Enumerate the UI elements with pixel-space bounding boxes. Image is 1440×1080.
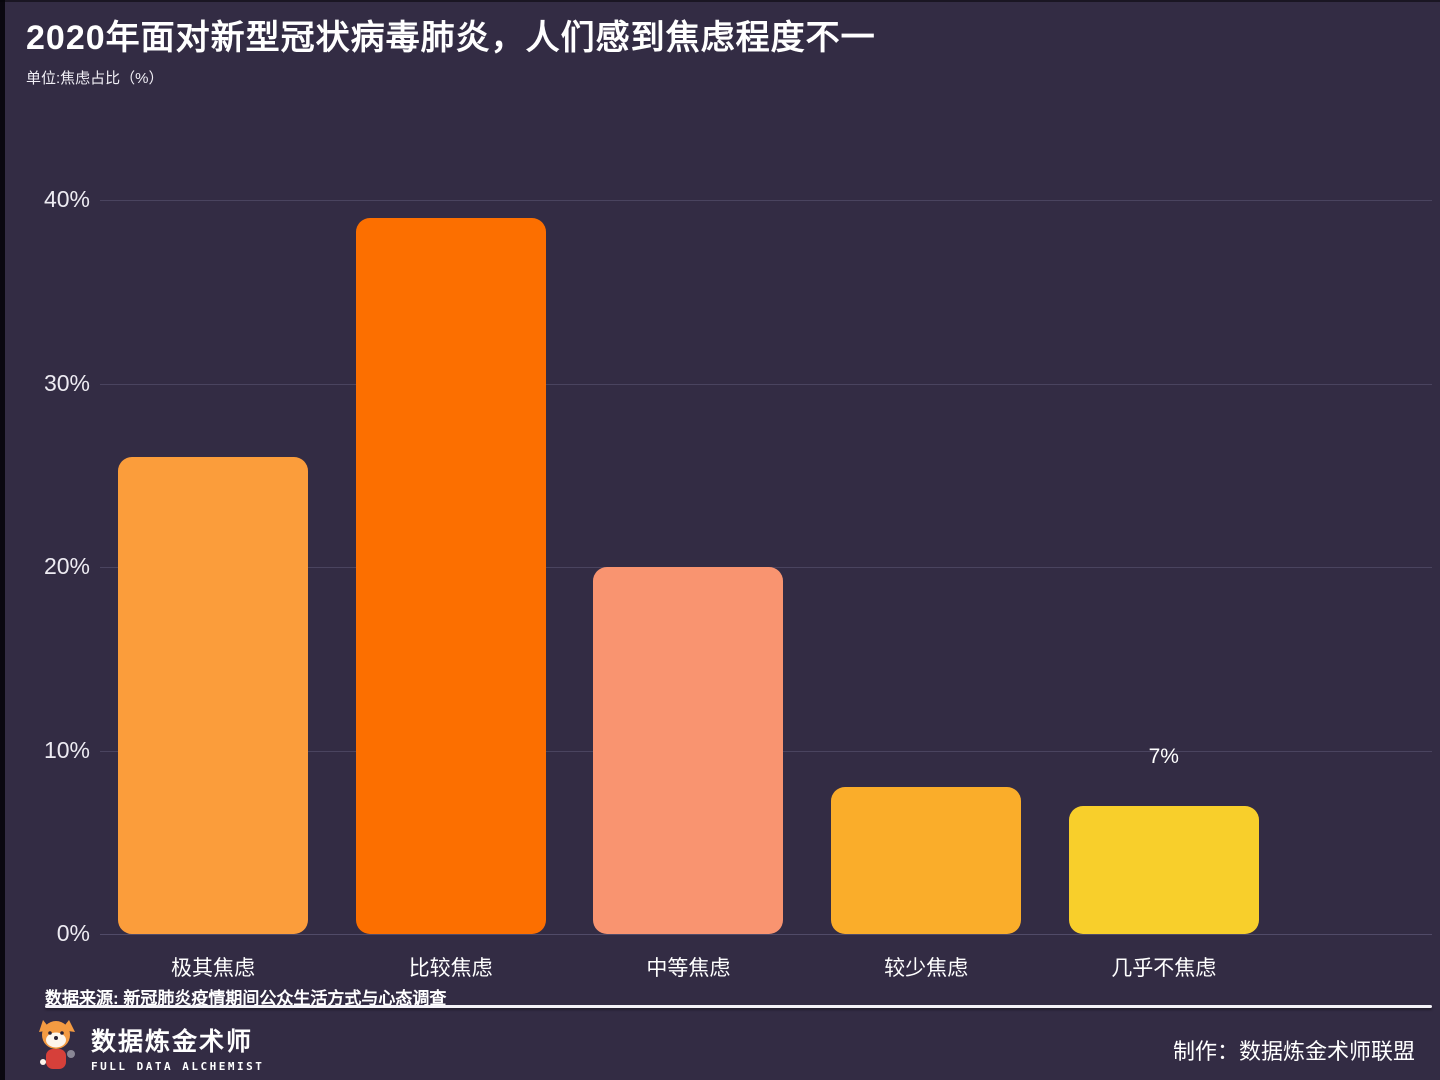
- credit-text: 制作：数据炼金术师联盟: [1172, 1039, 1415, 1064]
- unit-subtitle: 单位:焦虑占比（%）: [26, 69, 164, 87]
- x-axis-label-中等焦虑: 中等焦虑: [646, 957, 731, 980]
- y-axis-tick-40%: 40%: [43, 186, 90, 212]
- bar-几乎不焦虑: [1068, 805, 1259, 934]
- y-axis-tick-30%: 30%: [43, 369, 90, 396]
- x-axis-label-比较焦虑: 比较焦虑: [408, 957, 493, 980]
- logo-name: 数据炼金术师: [91, 1027, 254, 1056]
- gridline-40%: [100, 200, 1432, 201]
- page-title: 2020年面对新型冠状病毒肺炎，人们感到焦虑程度不一: [26, 19, 876, 57]
- source-row: 数据来源: 新冠肺炎疫情期间公众生活方式与心态调查: [45, 984, 1435, 1009]
- data-source-text: 数据来源: 新冠肺炎疫情期间公众生活方式与心态调查: [45, 989, 447, 1008]
- bar-极其焦虑: [118, 456, 308, 934]
- bar-较少焦虑: [831, 787, 1022, 934]
- chart-header: 2020年面对新型冠状病毒肺炎，人们感到焦虑程度不一 单位:焦虑占比（%）: [26, 18, 1406, 88]
- top-edge-shade: [0, 0, 1440, 2]
- x-axis-label-极其焦虑: 极其焦虑: [171, 957, 255, 980]
- brand-logo: 数据炼金术师 FULL DATA ALCHEMIST: [33, 1018, 264, 1077]
- plot-area: 0% 10% 20% 30% 40% 极其焦虑 比较焦虑 中等焦虑 较少焦虑 几乎不焦虑 7%: [44, 186, 1432, 980]
- logo-subname: FULL DATA ALCHEMIST: [91, 1060, 265, 1073]
- y-axis-tick-0%: 0%: [56, 920, 90, 946]
- y-axis-tick-10%: 10%: [43, 736, 90, 763]
- bar-比较焦虑: [355, 218, 546, 934]
- logo-text: 数据炼金术师 FULL DATA ALCHEMIST: [91, 1022, 264, 1073]
- gridline-0%: [100, 934, 1432, 935]
- logo-mascot-icon: [33, 1018, 81, 1077]
- bar-中等焦虑: [593, 567, 784, 934]
- left-edge-shade: [0, 0, 5, 1080]
- footer: 数据炼金术师 FULL DATA ALCHEMIST 制作：数据炼金术师联盟: [0, 1010, 1440, 1080]
- divider-line: [45, 1005, 1432, 1008]
- x-axis-label-几乎不焦虑: 几乎不焦虑: [1111, 957, 1217, 980]
- gridline-30%: [100, 383, 1432, 385]
- y-axis-tick-20%: 20%: [43, 553, 90, 579]
- value-label-几乎不焦虑: 7%: [1148, 744, 1179, 768]
- x-axis-label-较少焦虑: 较少焦虑: [884, 957, 969, 980]
